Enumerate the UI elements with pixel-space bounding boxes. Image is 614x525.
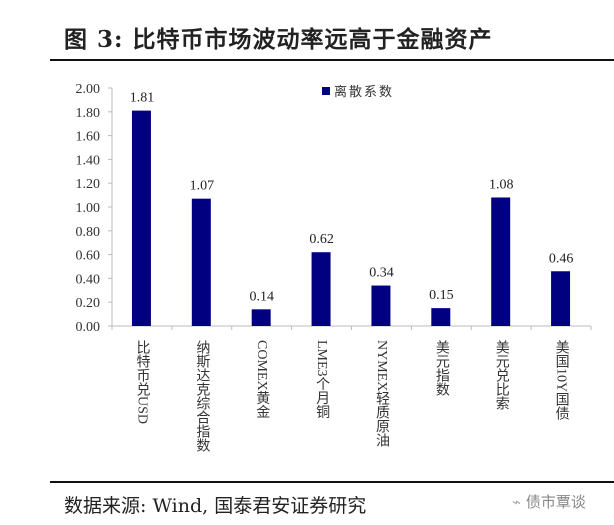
footer-divider bbox=[50, 481, 614, 483]
source-note: 数据来源: Wind, 国泰君安证券研究 bbox=[64, 495, 367, 517]
bar-value-label: 0.15 bbox=[429, 288, 454, 303]
x-category-label: 美元指数 bbox=[434, 340, 450, 396]
legend-label: 离散系数 bbox=[334, 84, 394, 100]
y-tick-label: 0.40 bbox=[76, 272, 101, 287]
x-category-label: LME3个月铜 bbox=[314, 340, 330, 420]
x-category-label: NYMEX轻质原油 bbox=[374, 340, 390, 448]
x-category-label: 美国10Y国债 bbox=[554, 340, 570, 420]
bar-value-label: 0.34 bbox=[369, 266, 394, 281]
bar bbox=[551, 271, 571, 326]
y-tick-label: 1.00 bbox=[76, 201, 101, 216]
bar-value-label: 1.81 bbox=[130, 91, 155, 106]
y-tick-label: 1.60 bbox=[76, 130, 101, 145]
bar-value-label: 0.14 bbox=[249, 289, 274, 304]
y-tick-label: 0.80 bbox=[76, 225, 101, 240]
bar-value-label: 0.46 bbox=[549, 251, 574, 266]
bar-value-label: 1.07 bbox=[190, 179, 215, 194]
watermark-text: 债市覃谈 bbox=[525, 493, 586, 511]
x-category-label: COMEX黄金 bbox=[254, 340, 270, 419]
bar-chart: 0.00 0.20 0.40 0.60 0.80 1.00 1.20 1.40 1.60 1.80… bbox=[76, 82, 592, 452]
y-tick-label: 1.20 bbox=[76, 177, 101, 192]
title-divider bbox=[50, 59, 614, 61]
x-category-label: 比特币兑USD bbox=[134, 340, 150, 424]
y-tick-label: 0.60 bbox=[76, 249, 101, 264]
x-category-label: 纳斯达克综合指数 bbox=[194, 340, 210, 452]
bar bbox=[251, 309, 271, 326]
wechat-icon: ⌁ bbox=[512, 493, 526, 511]
y-tick-label: 1.80 bbox=[76, 106, 101, 121]
bar-value-label: 1.08 bbox=[489, 177, 514, 192]
x-category-label: 美元兑比索 bbox=[494, 340, 510, 410]
bar bbox=[191, 198, 211, 326]
bar bbox=[131, 110, 151, 326]
chart-title: 图 3: 比特币市场波动率远高于金融资产 bbox=[64, 26, 493, 53]
bar bbox=[431, 308, 451, 326]
y-tick-label: 2.00 bbox=[76, 82, 101, 97]
legend-swatch bbox=[322, 87, 330, 95]
bar bbox=[491, 197, 511, 326]
bar bbox=[311, 252, 331, 326]
bar bbox=[371, 285, 391, 326]
y-tick-label: 1.40 bbox=[76, 153, 101, 168]
bar-value-label: 0.62 bbox=[309, 232, 334, 247]
y-tick-label: 0.00 bbox=[76, 320, 101, 335]
watermark: ⌁ 债市覃谈 bbox=[512, 491, 586, 512]
y-tick-label: 0.20 bbox=[76, 296, 101, 311]
